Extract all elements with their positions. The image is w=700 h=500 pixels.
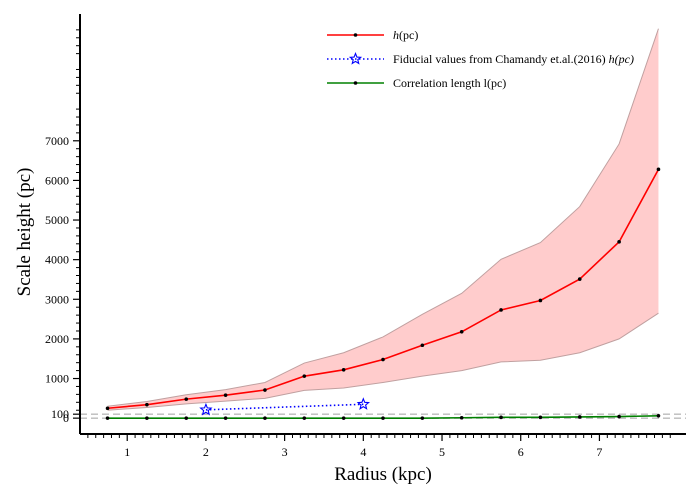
legend: h(pc)Fiducial values from Chamandy et.al…: [327, 28, 634, 90]
legend-label-italic: h(pc): [609, 52, 634, 66]
legend-label-text: Correlation length l(pc): [393, 76, 506, 90]
correlation-point: [302, 416, 307, 420]
y-tick-label: 4000: [45, 253, 69, 267]
x-axis-label: Radius (kpc): [334, 464, 432, 485]
h-point: [341, 368, 346, 372]
axes: [73, 14, 686, 441]
correlation-point: [381, 416, 385, 420]
h-point: [459, 329, 464, 334]
legend-label-italic: h: [393, 28, 399, 42]
h-point: [302, 374, 307, 378]
correlation-point: [341, 416, 346, 420]
y-tick-label: 3000: [45, 292, 69, 306]
h-point: [577, 277, 582, 281]
correlation-point: [459, 415, 464, 420]
y-tick-label: 0: [63, 411, 69, 425]
legend-entry: Correlation length l(pc): [327, 76, 506, 90]
correlation-point: [577, 415, 582, 419]
h-point: [105, 406, 110, 411]
fiducial-line: [205, 403, 364, 411]
correlation-point: [223, 416, 228, 420]
legend-entry: h(pc): [327, 28, 418, 42]
uncertainty-band: [107, 28, 659, 411]
fiducial-star: [356, 397, 370, 410]
x-tick-label: 2: [203, 445, 209, 459]
x-tick-label: 4: [360, 445, 366, 459]
legend-label: Correlation length l(pc): [393, 76, 506, 90]
h-uncertainty-band: [107, 28, 659, 411]
correlation-point: [656, 413, 661, 418]
y-tick-label: 5000: [45, 213, 69, 227]
h-point: [499, 308, 503, 312]
y-tick-label: 100: [51, 407, 69, 421]
legend-marker: [353, 81, 358, 85]
legend-label: h(pc): [393, 28, 418, 42]
h-point: [381, 357, 385, 362]
h-point: [184, 397, 189, 401]
x-tick-label: 3: [282, 445, 288, 459]
h-point: [420, 343, 425, 348]
band-lower-edge: [107, 312, 659, 411]
h-point: [538, 298, 543, 303]
legend-marker: [353, 33, 358, 37]
h-point: [145, 402, 149, 407]
x-tick-label: 6: [518, 445, 524, 459]
x-tick-label: 7: [596, 445, 602, 459]
legend-star-marker: [348, 52, 363, 65]
h-point: [617, 240, 621, 244]
h-point: [263, 388, 267, 392]
fiducial-star: [199, 402, 213, 416]
correlation-point: [420, 416, 425, 420]
legend-label-text: Fiducial values from Chamandy et.al.(201…: [393, 52, 609, 66]
correlation-point: [105, 416, 110, 420]
y-tick-label: 7000: [45, 134, 69, 148]
correlation-point: [499, 415, 503, 420]
correlation-point: [617, 414, 621, 419]
legend-label: Fiducial values from Chamandy et.al.(201…: [393, 52, 634, 66]
x-tick-label: 5: [439, 445, 445, 459]
band-upper-edge: [107, 28, 659, 407]
y-tick-label: 6000: [45, 173, 69, 187]
y-axis-label: Scale height (pc): [14, 168, 35, 297]
correlation-point: [145, 416, 149, 420]
x-tick-label: 1: [124, 445, 130, 459]
y-tick-label: 2000: [45, 332, 69, 346]
legend-label-suffix: (pc): [399, 28, 418, 42]
y-tick-label: 1000: [45, 372, 69, 386]
correlation-point: [263, 416, 267, 420]
series-markers: [105, 167, 661, 420]
legend-entry: Fiducial values from Chamandy et.al.(201…: [327, 52, 634, 66]
correlation-point: [538, 415, 543, 420]
h-point: [223, 393, 228, 397]
h-point: [656, 167, 661, 172]
correlation-point: [184, 416, 189, 420]
